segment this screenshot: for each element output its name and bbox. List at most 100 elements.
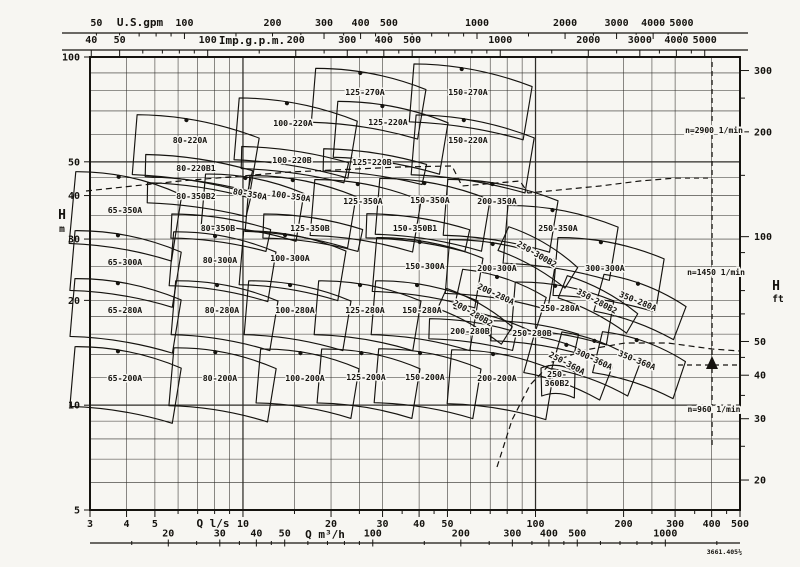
q-lps-tick-label: 50 xyxy=(441,519,453,530)
pump-label-125-350B: 125-350B xyxy=(290,223,330,233)
best-efficiency-dot xyxy=(564,342,569,347)
pump-region-outline xyxy=(374,177,491,252)
speed-boundary-lower xyxy=(496,342,741,468)
us-gpm-tick-label: 1000 xyxy=(465,18,489,29)
pump-label-65-300A: 65-300A xyxy=(108,257,143,267)
h-ft-tick-label: 20 xyxy=(754,476,766,487)
pump-region-outline xyxy=(69,278,182,354)
pump-label-80-200A: 80-200A xyxy=(203,373,238,383)
q-m3h-tick-label: 200 xyxy=(452,529,470,540)
pump-region-65-200A xyxy=(69,346,182,424)
pump-region-250-280B xyxy=(490,320,580,354)
pump-region-150-350A xyxy=(374,177,491,252)
pump-region-outline xyxy=(238,230,347,302)
pump-region-outline xyxy=(437,287,513,345)
pump-region-outline xyxy=(592,331,687,400)
pump-region-outline xyxy=(131,114,260,194)
pump-region-outline xyxy=(255,348,360,419)
pump-label-80-280A: 80-280A xyxy=(205,305,240,315)
pump-region-tiles xyxy=(68,63,687,424)
us-gpm-tick-label: 5000 xyxy=(669,18,693,29)
pump-region-200-300A xyxy=(444,239,557,311)
pump-region-outline xyxy=(444,239,557,311)
q-lps-tick-label: 400 xyxy=(703,519,721,530)
pump-region-80-280A xyxy=(170,280,279,352)
imp-gpm-tick-label: 4000 xyxy=(664,35,688,46)
pump-region-80-220B1 xyxy=(144,153,254,192)
pump-region-outline xyxy=(490,320,580,354)
h-ft-tick-label: 200 xyxy=(754,127,772,138)
best-efficiency-dot xyxy=(287,282,293,288)
q-lps-tick-label: 10 xyxy=(237,519,249,530)
us-gpm-tick-label: 50 xyxy=(90,18,102,29)
pump-region-65-300A xyxy=(69,230,182,308)
h-ft-tick-label: 100 xyxy=(754,232,772,243)
pump-region-outline xyxy=(309,179,422,253)
pump-region-125-220B xyxy=(322,148,428,186)
imp-gpm-tick-label: 40 xyxy=(85,35,97,46)
pump-region-125-350B xyxy=(262,213,364,253)
h-ft-tick-label: 50 xyxy=(754,337,766,348)
q-lps-tick-label: 4 xyxy=(124,519,130,530)
best-efficiency-dot xyxy=(553,283,558,288)
pump-region-outline xyxy=(262,213,364,253)
q-m3h-axis-title: Q m³/h xyxy=(305,528,345,541)
h-ft-tick-label: 300 xyxy=(754,66,772,77)
pump-label-250-350A: 250-350A xyxy=(538,223,578,233)
pump-region-outline xyxy=(593,273,687,341)
pump-region-outline xyxy=(557,275,639,334)
best-efficiency-dot xyxy=(243,175,248,181)
drawing-number: 3661.405½ xyxy=(707,548,742,556)
best-efficiency-dot xyxy=(357,282,363,288)
speed-annotation-29001: n=2900 1/min xyxy=(685,125,743,135)
pump-region-outline xyxy=(243,280,352,352)
pump-region-150-200A xyxy=(373,348,482,420)
best-efficiency-dot xyxy=(414,282,420,288)
pump-region-outline xyxy=(510,281,615,346)
pump-label-250-360B2: 360B2 xyxy=(545,378,570,388)
pump-region-outline xyxy=(144,153,254,192)
pump-region-250-300B2 xyxy=(497,226,579,289)
pump-label-150-350A: 150-350A xyxy=(410,195,450,205)
best-efficiency-dot xyxy=(490,351,496,357)
pump-label-200-200A: 200-200A xyxy=(477,373,517,383)
pump-label-100-200A: 100-200A xyxy=(285,373,325,383)
pump-region-80-200A xyxy=(168,347,277,423)
pump-region-125-350A xyxy=(309,179,422,253)
q-lps-tick-label: 300 xyxy=(666,519,684,530)
pump-label-65-350A: 65-350A xyxy=(108,205,143,215)
up-arrow-marker xyxy=(706,356,718,369)
pump-region-outline xyxy=(200,173,305,242)
pump-label-250-280B: 250-280B xyxy=(512,328,552,338)
pump-region-outline xyxy=(170,280,279,352)
pump-label-65-280A: 65-280A xyxy=(108,305,143,315)
pump-region-outline xyxy=(373,348,482,420)
pump-region-outline xyxy=(332,100,449,175)
us-gpm-tick-label: 4000 xyxy=(641,18,665,29)
head-left-axis-title: H xyxy=(58,208,66,223)
pump-region-outline xyxy=(428,318,518,352)
pump-region-outline xyxy=(168,231,277,303)
log-grid xyxy=(89,56,741,511)
pump-label-80-220A: 80-220A xyxy=(173,135,208,145)
best-efficiency-dot xyxy=(212,233,218,239)
pump-region-100-220B xyxy=(240,145,350,184)
pump-region-80-350A xyxy=(200,173,305,242)
pump-label-100-220A: 100-220A xyxy=(273,118,313,128)
pump-region-100-220A xyxy=(233,97,358,179)
pump-label-200-350A: 200-350A xyxy=(477,196,517,206)
speed-annotation-9601: n=960 1/min xyxy=(688,404,741,414)
pump-label-100-300A: 100-300A xyxy=(270,253,310,263)
pump-region-150-220A xyxy=(410,114,535,194)
q-m3h-tick-label: 30 xyxy=(214,529,226,540)
best-efficiency-dot xyxy=(290,178,295,183)
imp-gpm-tick-label: 500 xyxy=(403,35,421,46)
pump-region-200-280A xyxy=(453,268,547,334)
pump-region-outline xyxy=(408,63,533,141)
us-gpm-tick-label: 400 xyxy=(352,18,370,29)
q-lps-tick-label: 100 xyxy=(526,519,544,530)
pump-region-outline xyxy=(552,237,665,313)
pump-label-150-270A: 150-270A xyxy=(448,87,488,97)
pump-label-80-220B1: 80-220B1 xyxy=(176,163,216,173)
